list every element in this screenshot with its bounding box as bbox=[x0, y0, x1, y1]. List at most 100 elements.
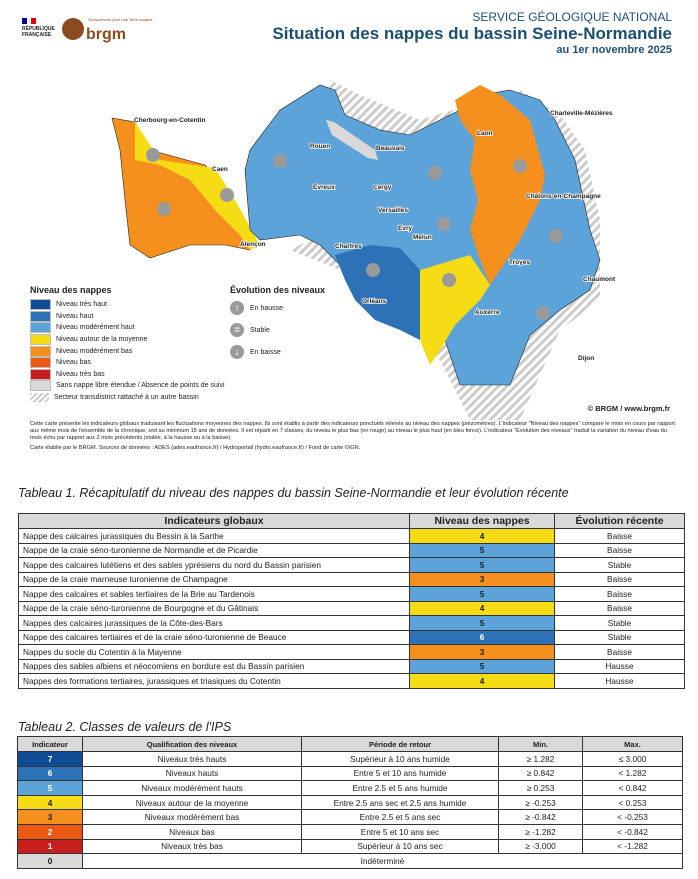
evolution-legend: Évolution des niveaux ↑ En hausse = Stable… bbox=[230, 285, 325, 363]
brgm-tagline: Géosciences pour une Terre durable bbox=[88, 17, 153, 22]
table-cell: Niveaux hauts bbox=[82, 765, 302, 782]
table-cell: Entre 5 et 10 ans humide bbox=[301, 765, 499, 782]
trend-icons bbox=[146, 148, 563, 320]
city-label: Charleville-Mézières bbox=[550, 110, 613, 117]
copyright: © BRGM / www.brgm.fr bbox=[587, 404, 670, 413]
table-row: Nappe de la craie marneuse turonienne de… bbox=[18, 571, 685, 587]
table-row: Nappes des sables albiens et néocomiens … bbox=[18, 658, 685, 674]
city-label: Beauvais bbox=[376, 145, 405, 152]
indicator-cell: 1 bbox=[17, 838, 83, 855]
table-cell: Niveaux autour de la moyenne bbox=[82, 794, 302, 811]
legend-item: Niveau bas bbox=[30, 357, 225, 369]
table-cell: ≥ -0.842 bbox=[498, 809, 583, 825]
arrow-down-icon: ↓ bbox=[230, 345, 244, 359]
map-sources: Carte établie par le BRGM. Sources de do… bbox=[30, 445, 361, 451]
table-cell: Supérieur à 10 ans humide bbox=[301, 751, 499, 767]
table-row: 7 Niveaux très hauts Supérieur à 10 ans hu… bbox=[17, 751, 683, 767]
table-cell: Niveaux très bas bbox=[82, 838, 302, 855]
level-cell: 3 bbox=[409, 644, 555, 660]
evolution-cell: Hausse bbox=[554, 673, 685, 689]
table1-caption: Tableau 1. Récapitulatif du niveau des n… bbox=[18, 486, 569, 500]
table-row: 5 Niveaux modérément hauts Entre 2.5 et 5 … bbox=[17, 780, 683, 796]
logo-rf-text: RÉPUBLIQUE FRANÇAISE bbox=[22, 26, 55, 38]
legend-item: Niveau très haut bbox=[30, 299, 225, 311]
table-cell: < 0.253 bbox=[582, 794, 683, 811]
indicator-name: Nappe des calcaires tertiaires et de la … bbox=[18, 629, 410, 645]
evolution-cell: Baisse bbox=[554, 528, 685, 544]
level-cell: 5 bbox=[409, 615, 555, 631]
level-cell: 5 bbox=[409, 586, 555, 602]
indicator-name: Nappe de la craie séno-turonienne de Bou… bbox=[18, 600, 410, 616]
level-cell: 4 bbox=[409, 600, 555, 616]
table-cell: Niveaux modérément bas bbox=[82, 809, 302, 825]
level-cell: 4 bbox=[409, 528, 555, 544]
table-cell: Supérieur à 10 ans sec bbox=[301, 838, 499, 855]
table2-caption: Tableau 2. Classes de valeurs de l'IPS bbox=[18, 720, 232, 734]
indicator-cell: 3 bbox=[17, 809, 83, 825]
city-label: Versailles bbox=[378, 207, 408, 214]
zone-champagne-orange bbox=[455, 85, 545, 285]
city-labels: Cherbourg-en-Cotentin Caen Rouen Beauvai… bbox=[133, 109, 617, 363]
evolution-cell: Baisse bbox=[554, 586, 685, 602]
table-cell: ≥ -0.253 bbox=[498, 794, 583, 811]
header: SERVICE GÉOLOGIQUE NATIONAL Situation de… bbox=[272, 10, 672, 56]
table-row: 1 Niveaux très bas Supérieur à 10 ans sec ≥… bbox=[17, 838, 683, 855]
indicator-cell: 7 bbox=[17, 751, 83, 767]
date-label: au 1er novembre 2025 bbox=[556, 44, 672, 56]
table-cell: Entre 5 et 10 ans sec bbox=[301, 823, 499, 840]
city-label: Rouen bbox=[310, 143, 330, 150]
table-cell: Entre 2.5 ans sec et 2.5 ans humide bbox=[301, 794, 499, 811]
table-cell: ≥ -1.282 bbox=[498, 823, 583, 840]
indicator-name: Nappe des calcaires jurassiques du Bessi… bbox=[18, 528, 410, 544]
evolution-item: ↓ En baisse bbox=[230, 341, 325, 363]
table-row: 0 Indéterminé bbox=[17, 853, 683, 869]
city-label: Chartres bbox=[335, 243, 362, 250]
indicator-name: Nappes du socle du Cotentin à la Mayenne bbox=[18, 644, 410, 660]
evolution-item: = Stable bbox=[230, 319, 325, 341]
indicator-name: Nappe des calcaires lutétiens et des sab… bbox=[18, 557, 410, 573]
legend-item: Niveau très bas bbox=[30, 368, 225, 381]
table-row: Nappe des calcaires tertiaires et de la … bbox=[18, 629, 685, 645]
city-label: Evreux bbox=[313, 184, 335, 191]
evolution-cell: Baisse bbox=[554, 542, 685, 558]
legend-item: Secteur transdistrict rattaché à un autr… bbox=[30, 392, 225, 404]
city-label: Caen bbox=[212, 166, 228, 173]
city-label: Cherbourg-en-Cotentin bbox=[134, 117, 206, 124]
evolution-cell: Baisse bbox=[554, 644, 685, 660]
indicator-name: Nappes des formations tertiaires, jurass… bbox=[18, 673, 410, 689]
evolution-cell: Baisse bbox=[554, 600, 685, 616]
table-cell: ≤ 3.000 bbox=[582, 751, 683, 767]
table1: Indicateurs globaux Niveau des nappes Évol… bbox=[18, 513, 685, 689]
table-cell: Entre 2.5 et 5 ans sec bbox=[301, 809, 499, 825]
city-label: Troyes bbox=[509, 259, 530, 266]
table-cell: < 0.842 bbox=[582, 780, 683, 796]
indicator-cell: 2 bbox=[17, 823, 83, 840]
table-cell: Niveaux très hauts bbox=[82, 751, 302, 767]
table-cell: Niveaux bas bbox=[82, 823, 302, 840]
table-row: Nappe des calcaires lutétiens et des sab… bbox=[18, 557, 685, 573]
legend-item: Niveau haut bbox=[30, 310, 225, 323]
brgm-text: brgm bbox=[86, 26, 126, 43]
indicator-cell: 4 bbox=[17, 794, 83, 811]
city-label: Auxerre bbox=[475, 309, 500, 316]
evolution-title: Évolution des niveaux bbox=[230, 285, 326, 295]
table-row: 6 Niveaux hauts Entre 5 et 10 ans humide ≥ … bbox=[17, 765, 683, 782]
zone-gatinais-yellow bbox=[420, 255, 490, 365]
city-label: Cergy bbox=[373, 184, 392, 191]
zone-no-aquifer bbox=[326, 120, 378, 160]
evolution-item: ↑ En hausse bbox=[230, 297, 325, 319]
republique-francaise-logo: RÉPUBLIQUE FRANÇAISE bbox=[22, 18, 55, 38]
indicator-name: Nappes des sables albiens et néocomiens … bbox=[18, 658, 410, 674]
indicator-cell: 5 bbox=[17, 780, 83, 796]
city-label: Châlons-en-Champagne bbox=[526, 193, 601, 200]
level-cell: 5 bbox=[409, 557, 555, 573]
map: Cherbourg-en-Cotentin Caen Rouen Beauvai… bbox=[111, 80, 617, 420]
table-row: Nappe de la craie séno-turonienne de Nor… bbox=[18, 542, 685, 558]
indicator-name: Nappe de la craie séno-turonienne de Nor… bbox=[18, 542, 410, 558]
city-label: Orléans bbox=[362, 298, 387, 305]
zone-bessin-yellow bbox=[135, 122, 260, 250]
table-cell: ≥ -3.000 bbox=[498, 838, 583, 855]
legend-item: Niveau modérément haut bbox=[30, 322, 225, 334]
table-row: Nappes des calcaires jurassiques de la C… bbox=[18, 615, 685, 631]
level-cell: 5 bbox=[409, 658, 555, 674]
